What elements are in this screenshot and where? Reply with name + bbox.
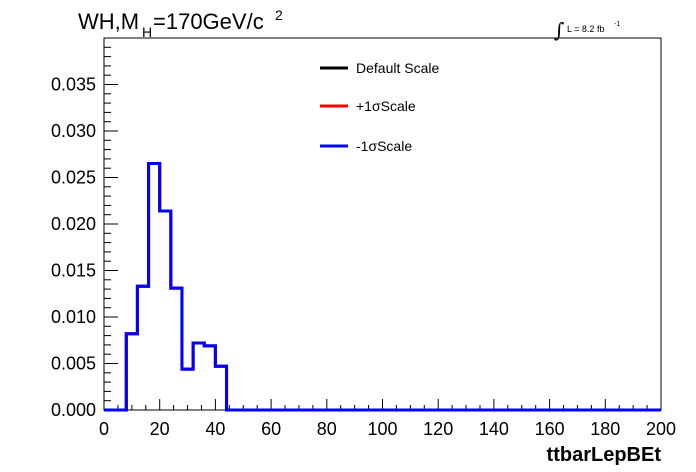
- chart-title-main: WH,M: [78, 9, 139, 34]
- y-tick-label: 0.030: [51, 121, 96, 141]
- chart-title-sup: 2: [275, 7, 283, 23]
- x-tick-label: 0: [99, 419, 109, 439]
- x-tick-label: 140: [479, 419, 509, 439]
- chart-title-sub: H: [142, 24, 152, 40]
- plot-frame: [103, 37, 662, 411]
- y-tick-label: 0.015: [51, 261, 96, 281]
- lumi-sup: -1: [614, 21, 620, 28]
- x-tick-label: 180: [590, 419, 620, 439]
- series-line-0: [104, 162, 661, 412]
- y-tick-label: 0.010: [51, 307, 96, 327]
- y-tick-label: 0.020: [51, 214, 96, 234]
- x-axis-label: ttbarLepBEt: [547, 444, 662, 466]
- y-tick-label: 0.000: [51, 400, 96, 420]
- series-layer: [104, 162, 661, 412]
- x-tick-label: 40: [205, 419, 225, 439]
- y-tick-label: 0.025: [51, 168, 96, 188]
- x-tick-label: 80: [317, 419, 337, 439]
- legend-label-minus: -1σScale: [356, 138, 412, 154]
- y-axis: 0.000 0.005 0.010 0.015 0.020 0.025 0.030 0.035: [51, 37, 118, 420]
- series-line-2: [104, 162, 661, 412]
- legend: Default Scale +1σScale -1σScale: [320, 60, 439, 154]
- legend-label-default: Default Scale: [356, 60, 439, 76]
- x-tick-label: 120: [423, 419, 453, 439]
- legend-label-plus: +1σScale: [356, 98, 416, 114]
- y-tick-label: 0.035: [51, 75, 96, 95]
- y-tick-label: 0.005: [51, 354, 96, 374]
- x-axis: 0 20 40 60 80 100 120 140 160 180 200: [99, 399, 676, 439]
- x-tick-label: 60: [261, 419, 281, 439]
- series-line-1: [104, 162, 661, 412]
- lumi-integral: ∫: [554, 18, 564, 42]
- x-tick-label: 200: [646, 419, 676, 439]
- x-tick-label: 100: [367, 419, 397, 439]
- x-tick-label: 160: [535, 419, 565, 439]
- lumi-label: L = 8.2 fb: [567, 24, 604, 34]
- chart-title-rest: =170GeV/c: [153, 9, 264, 34]
- x-tick-label: 20: [150, 419, 170, 439]
